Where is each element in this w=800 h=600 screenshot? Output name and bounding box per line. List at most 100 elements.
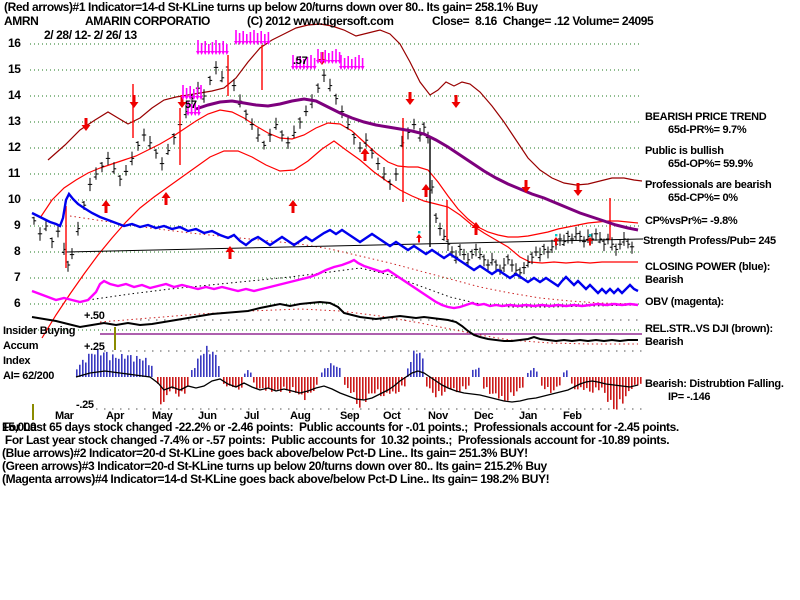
accum-index-bar — [94, 354, 96, 377]
accum-index-bar — [604, 377, 606, 393]
accum-index-bar — [634, 377, 636, 385]
accum-index-bar — [456, 377, 458, 393]
ticker-symbol: AMRN — [4, 14, 39, 28]
red-down-arrow — [521, 180, 531, 193]
y-axis-label: 10 — [8, 192, 21, 206]
accum-index-bar — [501, 377, 503, 396]
accum-index-bar — [88, 353, 90, 377]
red-up-arrow — [471, 222, 481, 235]
accum-index-bar — [435, 377, 437, 398]
accum-index-bar — [187, 377, 189, 387]
accum-index-bar — [359, 377, 361, 408]
accum-index-bar — [610, 377, 612, 400]
accum-index-bar — [622, 377, 624, 404]
accum-index-bar — [112, 354, 114, 377]
y-axis-label: 11 — [8, 166, 20, 180]
accum-index-bar — [259, 377, 261, 389]
y-axis-label: 9 — [14, 218, 21, 232]
accum-index-bar — [148, 365, 150, 377]
accum-index-bar — [280, 377, 282, 392]
month-label: Jan — [519, 410, 538, 422]
accum-index-bar — [79, 364, 81, 377]
red-up-arrow — [288, 200, 298, 213]
closing-power-title: CLOSING POWER (blue): — [645, 261, 771, 273]
magenta-down-arrow-head — [196, 112, 201, 116]
month-label: May — [152, 410, 173, 422]
accum-index-bar — [513, 377, 515, 396]
accum-index-bar — [613, 377, 615, 410]
accum-index-bar — [368, 377, 370, 394]
magenta-down-arrow-head — [252, 41, 256, 45]
accum-index-bar — [495, 377, 497, 394]
accum-index-bar — [478, 367, 480, 377]
price-trend-status: BEARISH PRICE TREND — [645, 111, 767, 123]
accum-index-bar — [619, 377, 621, 400]
accum-index-bar — [527, 372, 529, 377]
mid-band-line — [39, 109, 639, 238]
accum-index-bar — [571, 377, 573, 384]
accum-index-bar — [106, 351, 108, 377]
accum-index-bar — [583, 377, 585, 390]
accum-index-bar — [157, 377, 159, 384]
accum-index-bar — [178, 377, 180, 397]
small-up-arrow — [553, 237, 559, 246]
accum-index-bar — [380, 377, 382, 397]
y-axis-label: 6 — [14, 296, 21, 310]
red-down-arrow — [451, 95, 461, 108]
magenta-down-arrow-head — [234, 41, 238, 45]
magenta-down-arrow-head — [241, 41, 246, 45]
obv-line — [31, 258, 639, 310]
volume-scale-label: 15,000 — [2, 420, 37, 434]
accum-index-bar — [250, 372, 252, 377]
month-label: Dec — [474, 410, 494, 422]
public-status: Public is bullish — [645, 145, 724, 157]
month-label: Apr — [106, 410, 125, 422]
split-label-1: 57 — [185, 99, 197, 111]
accum-index-bar — [404, 377, 406, 387]
accum-index-bar — [277, 377, 279, 390]
accum-index-bar — [389, 377, 391, 394]
accum-index-bar — [169, 377, 171, 392]
magenta-down-arrow-head — [206, 51, 211, 55]
accum-index-bar — [413, 350, 415, 377]
month-label: Mar — [55, 410, 74, 422]
accum-index-bar — [127, 355, 129, 377]
magenta-down-arrow-head — [224, 51, 229, 55]
accum-index-bar — [124, 358, 126, 377]
quote-summary: Close= 8.16 Change= .12 Volume= 24095 — [432, 14, 654, 28]
accum-index-bar — [85, 362, 87, 377]
magenta-down-arrow-head — [244, 41, 249, 45]
accum-index-bar — [321, 372, 323, 377]
magenta-down-arrow-head — [353, 66, 358, 70]
accum-index-bar — [215, 354, 217, 377]
accum-index-bar — [241, 377, 243, 388]
accum-index-bar — [536, 371, 538, 377]
lower-band-line — [41, 140, 638, 339]
accum-index-bar — [194, 368, 196, 377]
professionals-status: Professionals are bearish — [645, 179, 772, 191]
accum-index-line — [75, 370, 639, 403]
accum-index-bar — [274, 377, 276, 391]
accum-index-bar — [465, 377, 467, 390]
accum-index-bar — [598, 377, 600, 391]
magenta-down-arrow-head — [195, 96, 200, 100]
magenta-down-arrow-head — [214, 51, 218, 55]
magenta-down-arrow-head — [346, 66, 351, 70]
accum-index-bar — [530, 370, 532, 377]
accum-index-bar — [637, 377, 639, 386]
magenta-down-arrow-head — [191, 96, 196, 100]
accum-index-bar — [541, 377, 543, 386]
accum-index-bar — [91, 353, 93, 377]
accum-index-bar — [316, 377, 318, 385]
accum-index-bar — [544, 377, 546, 390]
accum-index-bar — [197, 358, 199, 377]
closing-power-dotted-avg — [69, 215, 639, 305]
y-axis-label: 14 — [8, 88, 21, 102]
accum-index-bar — [283, 377, 285, 387]
accum-index-bar — [265, 377, 267, 391]
accum-index-bar — [550, 377, 552, 393]
y-axis-label: 16 — [8, 36, 21, 50]
accum-index-bar — [286, 377, 288, 391]
red-down-arrow — [81, 118, 91, 131]
strength-ratio: Strength Profess/Pub= 245 — [643, 235, 776, 247]
